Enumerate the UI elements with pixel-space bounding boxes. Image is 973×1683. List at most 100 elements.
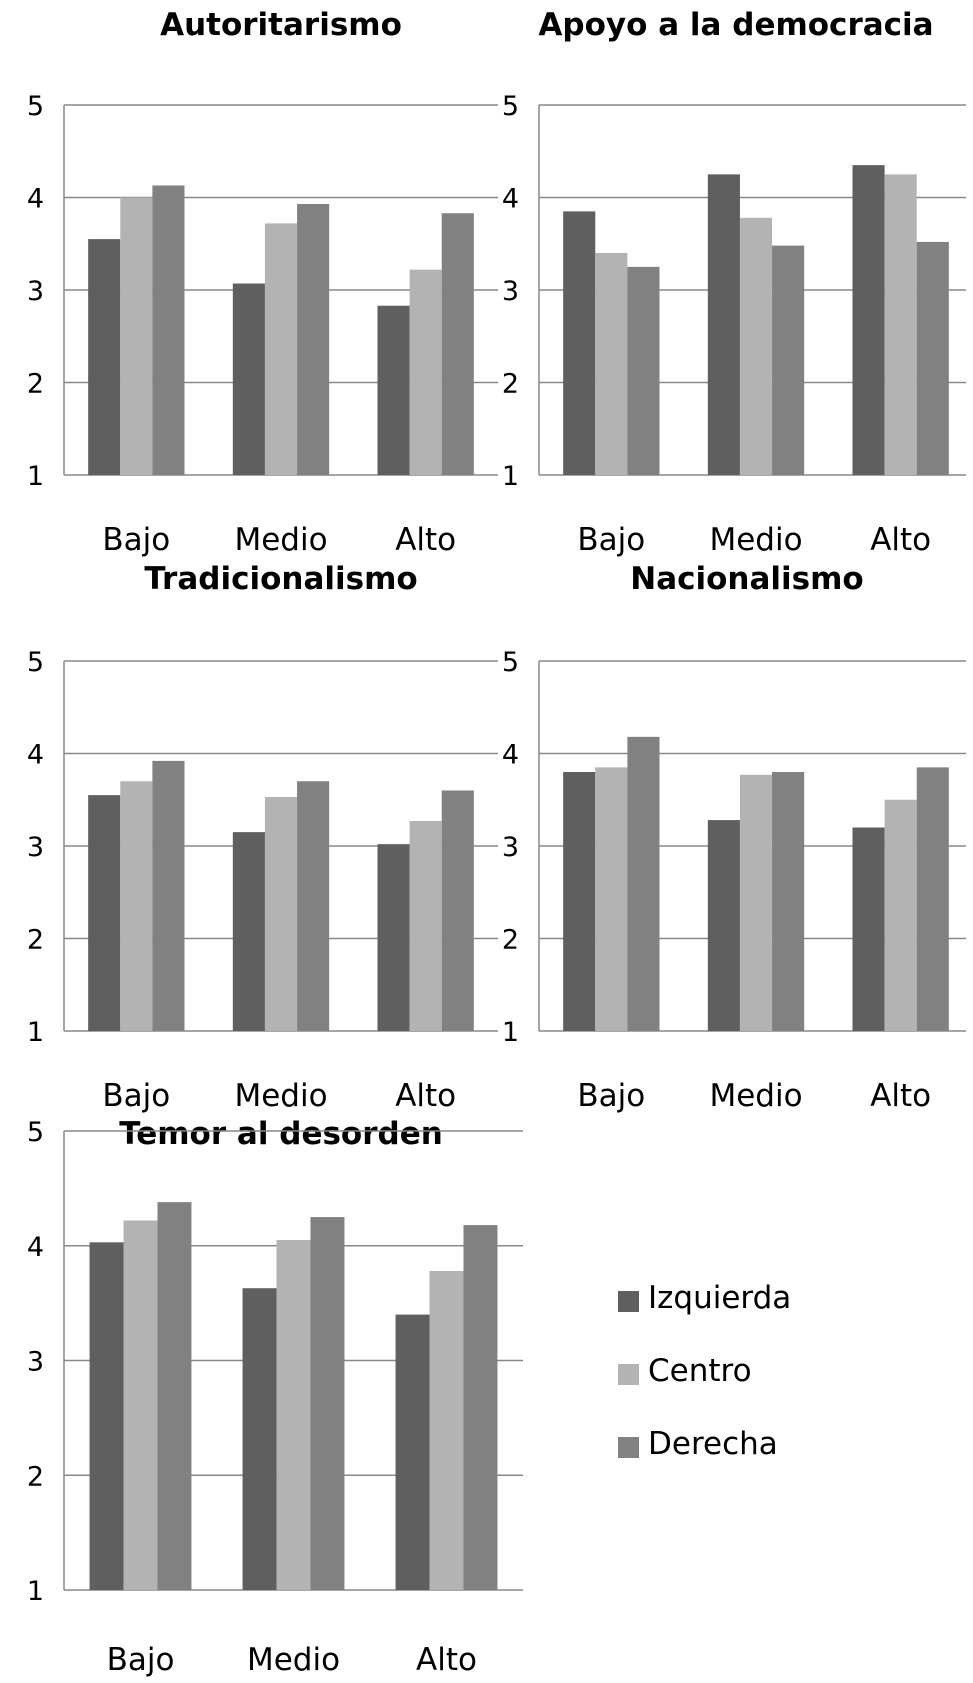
bar-izquierda (88, 795, 121, 1031)
chart-title: Nacionalismo (630, 561, 864, 597)
x-tick-label: Medio (234, 522, 327, 558)
chart-title: Temor al desorden (119, 1116, 443, 1152)
y-tick-label: 1 (27, 1017, 44, 1048)
bar-centro (120, 197, 153, 475)
bar-centro (595, 253, 628, 475)
bar-centro (595, 767, 628, 1031)
bar-derecha (441, 790, 474, 1031)
x-tick-label: Bajo (102, 522, 170, 558)
bar-derecha (627, 736, 660, 1031)
y-tick-label: 4 (27, 740, 44, 771)
chart-title: Autoritarismo (160, 7, 402, 43)
bars (88, 185, 474, 475)
bar-derecha (297, 781, 330, 1031)
bar-derecha (627, 266, 660, 475)
chart-1: 1 2 3 4 5 Bajo Medio Alto (502, 91, 966, 558)
x-tick-label: Bajo (107, 1642, 175, 1678)
x-tick-label: Medio (247, 1642, 340, 1678)
y-tick-label: 1 (27, 461, 44, 492)
bar-centro (429, 1270, 464, 1590)
bar-derecha (310, 1217, 345, 1590)
bar-izquierda (377, 305, 410, 475)
y-tick-label: 4 (27, 1232, 44, 1263)
x-tick-label: Alto (870, 522, 931, 558)
bar-izquierda (232, 832, 265, 1031)
legend-swatch-derecha (618, 1437, 639, 1458)
bar-centro (264, 223, 298, 475)
y-tick-label: 4 (502, 740, 519, 771)
chart-0: 1 2 3 4 5 Bajo Medio Alto (27, 91, 498, 558)
y-tick-label: 5 (502, 647, 519, 678)
y-tick-label: 5 (502, 91, 519, 122)
x-tick-label: Alto (395, 522, 456, 558)
y-tick-label: 2 (502, 925, 519, 956)
legend-label: Izquierda (648, 1280, 792, 1316)
y-tick-label: 4 (27, 184, 44, 215)
x-tick-label: Alto (416, 1642, 477, 1678)
bar-izquierda (88, 239, 121, 475)
x-tick-label: Medio (709, 522, 802, 558)
bar-derecha (152, 760, 185, 1031)
bar-derecha (772, 772, 805, 1031)
bar-centro (264, 796, 298, 1031)
bar-centro (276, 1240, 311, 1590)
chart-2: 1 2 3 4 5 Bajo Medio Alto (27, 647, 498, 1114)
chart-title: Tradicionalismo (144, 561, 418, 597)
legend-swatch-centro (618, 1364, 639, 1385)
bar-derecha (297, 203, 330, 475)
bar-izquierda (563, 772, 596, 1031)
bar-derecha (441, 213, 474, 475)
x-tick-label: Medio (709, 1078, 802, 1114)
bar-centro (409, 821, 442, 1031)
y-tick-label: 3 (27, 1347, 44, 1378)
bar-centro (123, 1220, 158, 1590)
x-tick-label: Bajo (577, 1078, 645, 1114)
bar-centro (120, 781, 153, 1031)
y-tick-label: 3 (27, 276, 44, 307)
bar-izquierda (852, 165, 885, 475)
bar-izquierda (395, 1314, 430, 1590)
x-tick-label: Bajo (102, 1078, 170, 1114)
bar-derecha (152, 185, 185, 475)
chart-3: 1 2 3 4 5 Bajo Medio Alto (502, 647, 966, 1114)
x-tick-label: Alto (870, 1078, 931, 1114)
y-tick-label: 5 (27, 1117, 44, 1148)
legend-label: Centro (648, 1353, 752, 1389)
y-tick-label: 4 (502, 184, 519, 215)
y-tick-label: 3 (502, 832, 519, 863)
y-tick-label: 1 (502, 1017, 519, 1048)
bar-centro (739, 774, 773, 1031)
bar-izquierda (563, 211, 596, 475)
bar-izquierda (707, 820, 740, 1031)
bar-centro (739, 217, 773, 475)
bar-izquierda (89, 1242, 124, 1590)
chart-title: Apoyo a la democracia (538, 7, 934, 43)
y-tick-label: 2 (27, 369, 44, 400)
bar-derecha (916, 241, 949, 475)
bar-izquierda (232, 283, 265, 475)
bar-izquierda (852, 827, 885, 1031)
bar-derecha (916, 767, 949, 1031)
bar-izquierda (242, 1288, 277, 1590)
bar-izquierda (377, 844, 410, 1031)
y-tick-label: 5 (27, 91, 44, 122)
bars (89, 1202, 498, 1590)
bars (88, 760, 474, 1031)
legend-swatch-izquierda (618, 1291, 639, 1312)
bar-centro (884, 174, 917, 475)
bars (563, 165, 949, 475)
bar-derecha (157, 1202, 192, 1590)
bars (563, 736, 949, 1031)
chart-4: 1 2 3 4 5 Bajo Medio Alto (27, 1117, 523, 1678)
bar-derecha (772, 245, 805, 475)
bar-centro (409, 269, 442, 475)
x-tick-label: Medio (234, 1078, 327, 1114)
bar-izquierda (707, 174, 740, 475)
y-tick-label: 2 (27, 1461, 44, 1492)
y-tick-label: 1 (502, 461, 519, 492)
y-tick-label: 2 (502, 369, 519, 400)
y-tick-label: 1 (27, 1576, 44, 1607)
y-tick-label: 3 (27, 832, 44, 863)
